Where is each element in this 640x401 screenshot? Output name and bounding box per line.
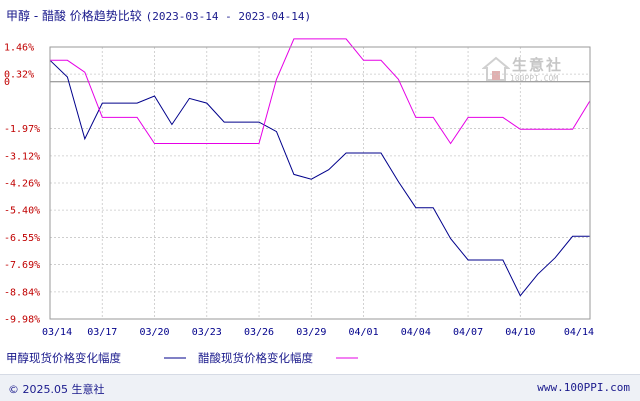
x-tick-label: 04/07 (453, 327, 483, 338)
x-tick-label: 04/04 (401, 327, 431, 338)
x-tick-label: 04/10 (505, 327, 535, 338)
y-tick-label: 0 (4, 77, 10, 88)
y-tick-label: -9.98% (4, 315, 40, 326)
y-tick-label: 1.46% (4, 43, 34, 54)
x-tick-label: 03/17 (87, 327, 117, 338)
x-tick-label: 03/23 (192, 327, 222, 338)
y-tick-label: -1.97% (4, 124, 40, 135)
x-tick-label: 04/14 (564, 327, 594, 338)
chart-title: 甲醇 - 醋酸 价格趋势比较 (2023-03-14 - 2023-04-14) (6, 7, 311, 24)
watermark-text: 生意社 (512, 56, 564, 74)
plot-frame (49, 46, 591, 320)
y-tick-label: -7.69% (4, 260, 40, 271)
x-tick-label: 03/20 (139, 327, 169, 338)
y-tick-label: 0.32% (4, 70, 34, 81)
line-chart: 1.46% 0.32%0 -1.97% -3.12% -4.26% -5.40% -6.55… (4, 38, 594, 365)
y-tick-label: -5.40% (4, 206, 40, 217)
y-tick-label: -3.12% (4, 151, 40, 162)
series-layer (49, 38, 591, 297)
footer-copyright: © 2025.05 生意社 (8, 383, 105, 396)
legend-label-1: 甲醇现货价格变化幅度 (6, 351, 121, 365)
legend-label-2: 醋酸现货价格变化幅度 (198, 351, 313, 365)
series-line-2 (50, 38, 591, 145)
watermark: 生意社 100PPI.COM (482, 52, 578, 92)
footer-site-link[interactable]: www.100PPI.com (537, 381, 630, 394)
chart-title-range: (2023-03-14 - 2023-04-14) (145, 10, 312, 23)
grid-layer (50, 46, 590, 320)
x-tick-label: 03/29 (296, 327, 326, 338)
watermark-url: 100PPI.COM (510, 74, 559, 83)
series-line-1 (49, 59, 590, 297)
x-tick-label: 03/26 (244, 327, 274, 338)
y-tick-label: -6.55% (4, 233, 40, 244)
y-axis-ticks: 1.46% 0.32%0 -1.97% -3.12% -4.26% -5.40% -6.55… (4, 43, 40, 326)
footer: © 2025.05 生意社 www.100PPI.com (0, 374, 640, 401)
x-tick-label: 04/01 (348, 327, 378, 338)
x-axis-ticks: 03/14 03/17 03/20 03/23 03/26 03/29 04/01 04/04… (42, 327, 594, 338)
x-tick-label: 03/14 (42, 327, 72, 338)
chart-title-product: 甲醇 - 醋酸 价格趋势比较 (6, 9, 142, 23)
y-tick-label: -4.26% (4, 179, 40, 190)
house-logo-icon (482, 56, 510, 81)
legend: 甲醇现货价格变化幅度 醋酸现货价格变化幅度 (6, 351, 358, 365)
y-tick-label: -8.84% (4, 287, 40, 298)
